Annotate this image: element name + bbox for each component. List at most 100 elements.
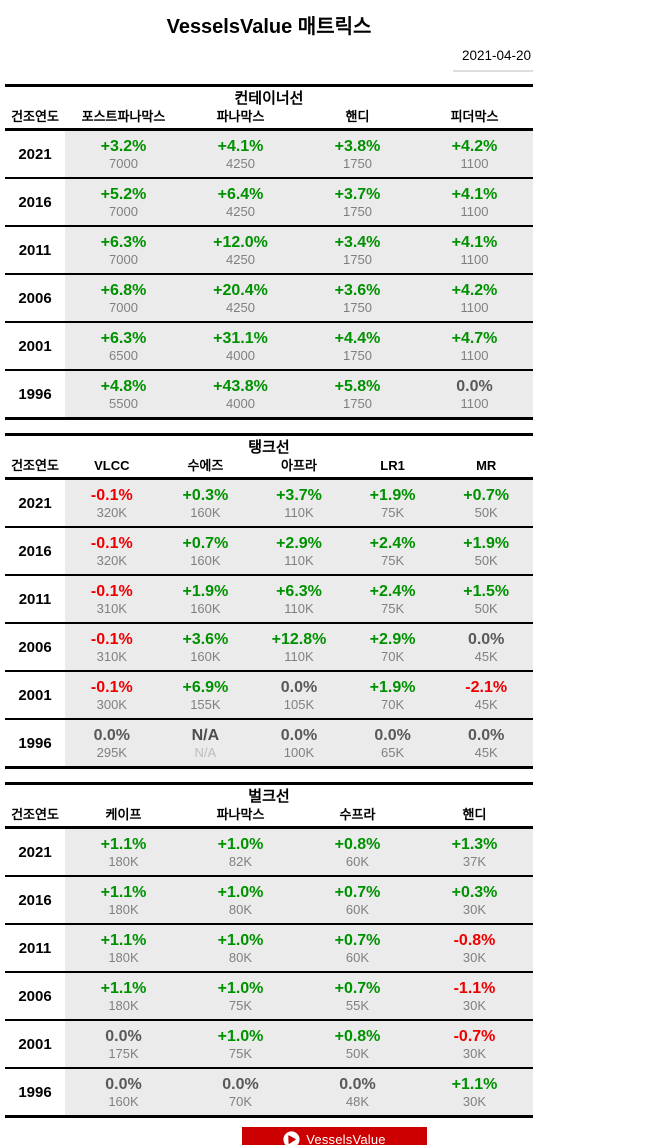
percent-change: +0.7% <box>463 486 510 504</box>
percent-change: +2.4% <box>369 582 416 600</box>
vessel-size-value: 160K <box>108 1093 139 1109</box>
vessel-size-value: 30K <box>462 901 487 917</box>
table-header-row: 건조연도 VLCC 수에즈 아프라 LR1 MR <box>5 458 533 477</box>
vessel-size-value: 80K <box>228 901 253 917</box>
build-year: 2021 <box>5 829 65 875</box>
build-year: 2021 <box>5 480 65 526</box>
percent-change: +4.2% <box>451 281 498 299</box>
vessel-size-value: 4250 <box>226 203 255 219</box>
percent-change: +1.0% <box>217 835 264 853</box>
percent-change: +0.8% <box>334 835 381 853</box>
value-cell: 0.0% 70K <box>182 1069 299 1115</box>
percent-change: +1.0% <box>217 979 264 997</box>
vessel-size-value: 175K <box>108 1045 139 1061</box>
value-cell: +1.3% 37K <box>416 829 533 875</box>
vessel-size-value: 75K <box>381 504 405 520</box>
value-cell: 0.0% 65K <box>345 720 440 766</box>
value-cell: +6.3% 110K <box>252 576 346 622</box>
percent-change: -0.1% <box>90 534 133 552</box>
percent-change: +4.4% <box>334 329 381 347</box>
year-column-header: 건조연도 <box>11 458 59 473</box>
percent-change: +2.4% <box>369 534 416 552</box>
percent-change: +3.8% <box>334 137 381 155</box>
vesselsvalue-logo-banner[interactable]: VesselsValue <box>242 1127 427 1145</box>
build-year: 2011 <box>5 227 65 273</box>
percent-change: +6.9% <box>182 678 229 696</box>
vessel-size-value: 50K <box>474 552 498 568</box>
vessel-size-value: 1750 <box>343 203 372 219</box>
vessel-size-value: 1100 <box>460 203 489 219</box>
value-cell: +1.9% 75K <box>345 480 440 526</box>
value-cell: +3.8% 1750 <box>299 131 416 177</box>
table-row: 2006 +1.1% 180K +1.0% 75K +0.7% 55K -1.1% 30K <box>5 973 533 1021</box>
table-row: 2011 +1.1% 180K +1.0% 80K +0.7% 60K -0.8% 30K <box>5 925 533 973</box>
percent-change: +6.8% <box>100 281 147 299</box>
percent-change: -0.1% <box>90 582 133 600</box>
percent-change: +1.3% <box>451 835 498 853</box>
vessel-size-value: 1750 <box>343 155 372 171</box>
vessel-size-value: 180K <box>108 853 139 869</box>
percent-change: +6.3% <box>100 329 147 347</box>
build-year: 2016 <box>5 877 65 923</box>
percent-change: 0.0% <box>280 726 318 744</box>
vessel-size-value: 4000 <box>226 395 255 411</box>
vessel-size-value: 70K <box>381 648 405 664</box>
table-row: 2001 +6.3% 6500 +31.1% 4000 +4.4% 1750 +4.7% 110… <box>5 323 533 371</box>
table-row: 2011 -0.1% 310K +1.9% 160K +6.3% 110K +2.4% 75K +… <box>5 576 533 624</box>
build-year: 2006 <box>5 624 65 670</box>
percent-change: +4.7% <box>451 329 498 347</box>
value-cell: +4.1% 1100 <box>416 227 533 273</box>
value-cell: N/A N/A <box>158 720 253 766</box>
vessel-size-value: 60K <box>345 901 370 917</box>
build-year: 2006 <box>5 973 65 1019</box>
value-cell: +1.1% 30K <box>416 1069 533 1115</box>
column-header: VLCC <box>94 458 130 473</box>
percent-change: +1.9% <box>369 678 416 696</box>
percent-change: +31.1% <box>213 329 268 347</box>
vessel-size-value: 75K <box>228 997 253 1013</box>
value-cell: +20.4% 4250 <box>182 275 299 321</box>
table-row: 2021 +1.1% 180K +1.0% 82K +0.8% 60K +1.3% 37K <box>5 829 533 877</box>
value-cell: +12.0% 4250 <box>182 227 299 273</box>
vessel-size-value: 1750 <box>343 395 372 411</box>
value-cell: +5.8% 1750 <box>299 371 416 417</box>
vessel-size-value: 6500 <box>109 347 138 363</box>
value-cell: +6.4% 4250 <box>182 179 299 225</box>
column-header: LR1 <box>380 458 405 473</box>
value-cell: +6.9% 155K <box>158 672 253 718</box>
vessel-size-value: 50K <box>474 600 498 616</box>
build-year: 1996 <box>5 720 65 766</box>
percent-change: +12.0% <box>213 233 268 251</box>
value-cell: +4.7% 1100 <box>416 323 533 369</box>
value-cell: +4.2% 1100 <box>416 131 533 177</box>
vessel-size-value: 155K <box>190 696 221 712</box>
column-header: 피더막스 <box>450 109 499 124</box>
vessel-size-value: 1100 <box>460 155 489 171</box>
table-row: 2016 +1.1% 180K +1.0% 80K +0.7% 60K +0.3% 30K <box>5 877 533 925</box>
table-row: 2016 -0.1% 320K +0.7% 160K +2.9% 110K +2.4% 75K +… <box>5 528 533 576</box>
value-cell: +0.3% 30K <box>416 877 533 923</box>
percent-change: -2.1% <box>465 678 508 696</box>
column-header: 아프라 <box>281 458 317 473</box>
vessel-size-value: 7000 <box>109 203 138 219</box>
percent-change: +20.4% <box>213 281 268 299</box>
percent-change: +0.3% <box>182 486 229 504</box>
table-body: 2021 -0.1% 320K +0.3% 160K +3.7% 110K +1.9% 75K +… <box>5 477 533 766</box>
percent-change: +1.1% <box>100 931 147 949</box>
percent-change: 0.0% <box>467 630 505 648</box>
vessel-size-value: 80K <box>228 949 253 965</box>
value-cell: +0.7% 160K <box>158 528 253 574</box>
vessel-size-value: 60K <box>345 853 370 869</box>
percent-change: +4.2% <box>451 137 498 155</box>
report-content: VesselsValue 매트릭스 2021-04-20 컨테이너선 건조연도 … <box>5 0 533 1118</box>
vessel-size-value: 160K <box>190 504 221 520</box>
percent-change: +4.8% <box>100 377 147 395</box>
value-cell: +1.9% 70K <box>345 672 440 718</box>
percent-change: 0.0% <box>339 1075 376 1093</box>
vessel-size-value: 75K <box>228 1045 253 1061</box>
value-cell: -2.1% 45K <box>439 672 533 718</box>
column-header: 수프라 <box>339 807 376 822</box>
vessel-size-value: 45K <box>474 696 498 712</box>
vessel-size-value: 30K <box>462 1093 487 1109</box>
table-row: 2001 0.0% 175K +1.0% 75K +0.8% 50K -0.7% 30K <box>5 1021 533 1069</box>
